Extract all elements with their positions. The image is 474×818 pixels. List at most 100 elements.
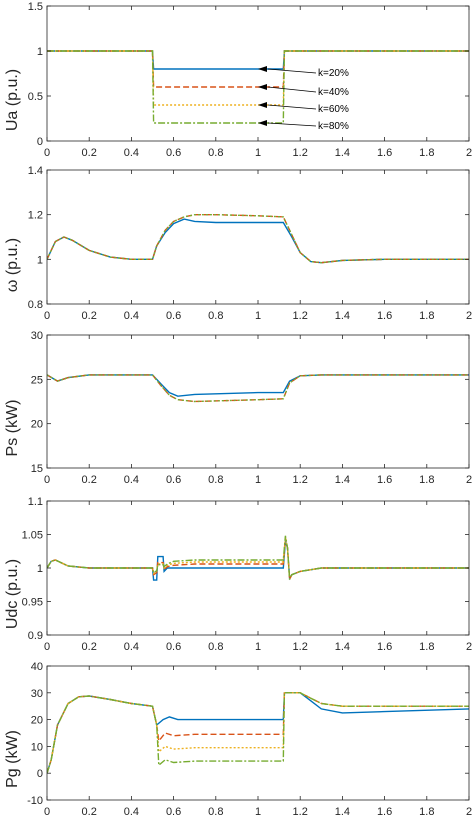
series-line-1 xyxy=(47,218,469,264)
annotation-label: k=60% xyxy=(318,104,349,115)
x-tick-label: 0 xyxy=(44,147,50,159)
x-tick-label: 1.6 xyxy=(377,474,392,486)
x-tick-label: 0 xyxy=(44,641,50,653)
subplot-3: 0 0.2 0.4 0.6 0.8 1 1.2 1.4 1.6 1.8 2 15 20 25 30 Ps (k… xyxy=(4,330,472,486)
x-tick-label: 1.8 xyxy=(419,641,434,653)
series-line-3 xyxy=(47,50,469,106)
y-tick-label: 15 xyxy=(31,463,43,475)
x-tick-label: 0.2 xyxy=(82,641,97,653)
y-tick-label: 0 xyxy=(37,768,43,780)
y-tick-label: 1.2 xyxy=(28,210,43,222)
series-line-3 xyxy=(47,374,469,403)
x-tick-label: 1.6 xyxy=(377,806,392,818)
x-tick-label: 0.8 xyxy=(208,474,223,486)
axes-frame xyxy=(46,334,470,469)
x-tick-label: 2 xyxy=(466,641,472,653)
y-tick-label: 1 xyxy=(37,254,43,266)
subplot-4: 0 0.2 0.4 0.6 0.8 1 1.2 1.4 1.6 1.8 2 0.9 0.95 1 1.05 1… xyxy=(4,496,472,653)
axes-frame xyxy=(46,665,470,801)
x-tick-label: 1.4 xyxy=(335,310,350,322)
annotation-arrowhead xyxy=(258,84,267,90)
x-tick-label: 2 xyxy=(466,474,472,486)
x-tick-label: 0.4 xyxy=(124,310,139,322)
y-tick-label: 20 xyxy=(31,419,43,431)
y-tick-label: 20 xyxy=(31,715,43,727)
y-tick-label: 25 xyxy=(31,374,43,386)
y-tick-label: 1.05 xyxy=(22,530,43,542)
y-tick-label: 0.95 xyxy=(22,597,43,609)
x-tick-label: 0.8 xyxy=(208,147,223,159)
series-line-3 xyxy=(47,537,469,580)
series-line-1 xyxy=(47,540,469,581)
x-tick-label: 0.2 xyxy=(82,147,97,159)
x-tick-label: 0.2 xyxy=(82,474,97,486)
series-line-4 xyxy=(47,692,469,774)
x-tick-label: 1.4 xyxy=(335,474,350,486)
y-tick-label: 1.1 xyxy=(28,496,43,508)
y-tick-label: -10 xyxy=(27,795,43,807)
x-tick-label: 1.2 xyxy=(293,806,308,818)
x-tick-label: 1.8 xyxy=(419,806,434,818)
series-line-4 xyxy=(47,50,469,124)
x-tick-label: 1.2 xyxy=(293,641,308,653)
y-tick-label: 40 xyxy=(31,661,43,673)
x-tick-label: 0.6 xyxy=(166,147,181,159)
annotation-arrowhead xyxy=(258,102,267,108)
annotation-arrow xyxy=(267,68,317,74)
x-tick-label: 0.8 xyxy=(208,641,223,653)
y-tick-label: 1.5 xyxy=(28,1,43,13)
y-tick-label: 0 xyxy=(37,136,43,148)
series-line-2 xyxy=(47,374,469,403)
x-tick-label: 0.6 xyxy=(166,310,181,322)
x-tick-label: 1 xyxy=(255,474,261,486)
axes-frame xyxy=(46,169,470,305)
x-tick-label: 1.4 xyxy=(335,806,350,818)
annotation-label: k=80% xyxy=(318,121,349,132)
y-axis-label: Ps (kW) xyxy=(4,400,21,457)
axes-frame xyxy=(46,5,470,142)
series-line-1 xyxy=(47,374,469,397)
annotation-arrow xyxy=(267,104,317,110)
x-tick-label: 0 xyxy=(44,474,50,486)
y-axis-label: Udc (p.u.) xyxy=(4,559,21,629)
x-tick-label: 0.6 xyxy=(166,641,181,653)
x-tick-label: 1.2 xyxy=(293,474,308,486)
x-tick-label: 1.6 xyxy=(377,641,392,653)
x-tick-label: 1.6 xyxy=(377,310,392,322)
series-line-1 xyxy=(47,50,469,70)
x-tick-label: 1.8 xyxy=(419,310,434,322)
x-tick-label: 1.2 xyxy=(293,310,308,322)
x-tick-label: 1 xyxy=(255,147,261,159)
x-tick-label: 0.6 xyxy=(166,474,181,486)
x-tick-label: 0.2 xyxy=(82,806,97,818)
x-tick-label: 1 xyxy=(255,641,261,653)
x-tick-label: 2 xyxy=(466,806,472,818)
x-tick-label: 1 xyxy=(255,806,261,818)
x-tick-label: 0.8 xyxy=(208,806,223,818)
annotation-arrow xyxy=(267,122,317,127)
series-line-2 xyxy=(47,537,469,580)
y-axis-label: ω (p.u.) xyxy=(4,238,21,292)
series-line-4 xyxy=(47,535,469,580)
annotation-label: k=20% xyxy=(318,68,349,79)
y-tick-label: 0.9 xyxy=(28,630,43,642)
y-tick-label: 30 xyxy=(31,688,43,700)
x-tick-label: 0.4 xyxy=(124,641,139,653)
series-line-2 xyxy=(47,213,469,264)
x-tick-label: 0 xyxy=(44,310,50,322)
x-tick-label: 0.4 xyxy=(124,474,139,486)
y-tick-label: 30 xyxy=(31,330,43,342)
x-tick-label: 0.4 xyxy=(124,147,139,159)
x-tick-label: 0 xyxy=(44,806,50,818)
annotation-arrow xyxy=(267,86,317,93)
annotation-label: k=40% xyxy=(318,87,349,98)
subplot-2: 0 0.2 0.4 0.6 0.8 1 1.2 1.4 1.6 1.8 2 0.8 1 1.2 1.4 ω (… xyxy=(4,165,472,322)
x-tick-label: 1 xyxy=(255,310,261,322)
x-tick-label: 2 xyxy=(466,310,472,322)
subplot-1: 0 0.2 0.4 0.6 0.8 1 1.2 1.4 1.6 1.8 2 0 0.5 1 1.5 Ua (p… xyxy=(4,1,472,159)
y-tick-label: 0.5 xyxy=(28,91,43,103)
y-tick-label: 1.4 xyxy=(28,165,43,177)
y-tick-label: 1 xyxy=(37,46,43,58)
subplot-5: 0 0.2 0.4 0.6 0.8 1 1.2 1.4 1.6 1.8 2-10010203040P… xyxy=(4,661,472,818)
